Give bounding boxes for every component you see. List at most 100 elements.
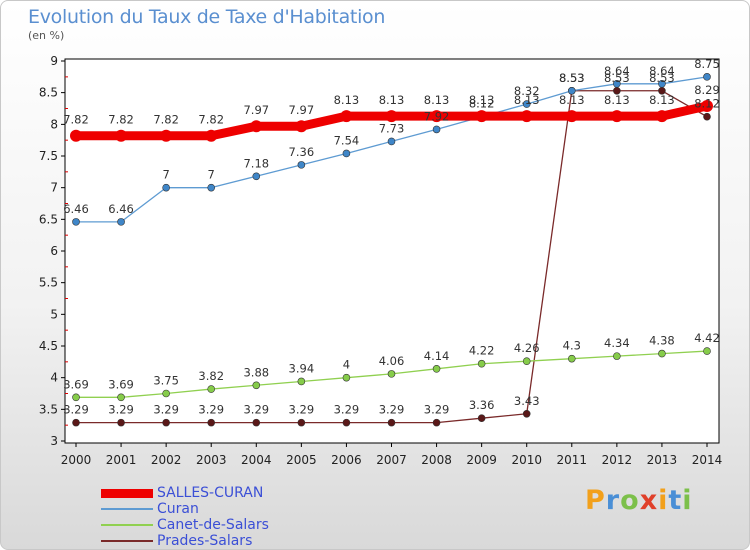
data-point — [297, 161, 306, 169]
data-point — [567, 86, 576, 95]
data-point — [72, 218, 80, 226]
data-label: 8.13 — [424, 93, 450, 107]
brand-logo: Proxiti — [585, 485, 693, 516]
data-label: 7.82 — [63, 113, 89, 127]
data-label: 6.46 — [63, 202, 89, 216]
data-point — [703, 112, 711, 121]
data-point — [162, 389, 170, 398]
x-tick-label: 2000 — [61, 453, 92, 467]
data-point — [70, 129, 82, 142]
y-tick-label: 7.5 — [39, 149, 58, 163]
data-label: 3.88 — [243, 365, 269, 379]
data-label: 3.29 — [63, 403, 89, 417]
x-tick-label: 2004 — [241, 453, 272, 467]
data-label: 7.36 — [289, 145, 315, 159]
data-point — [703, 73, 711, 81]
data-label: 7.54 — [334, 133, 360, 147]
data-label: 8.13 — [649, 93, 675, 107]
y-tick-label: 7 — [50, 181, 58, 195]
logo-letter: i — [682, 485, 693, 516]
data-label: 7.73 — [379, 121, 405, 135]
data-label: 8.53 — [649, 71, 675, 85]
data-point — [72, 393, 80, 402]
legend-swatch — [101, 540, 153, 542]
data-point — [432, 364, 441, 373]
legend-swatch — [101, 508, 153, 510]
data-label: 3.29 — [334, 403, 360, 417]
data-label: 4.42 — [694, 331, 720, 345]
x-tick-label: 2007 — [376, 453, 407, 467]
legend-swatch — [101, 488, 153, 498]
data-label: 8.53 — [604, 71, 630, 85]
data-label: 4 — [343, 358, 350, 372]
data-label: 3.36 — [469, 398, 495, 412]
data-point — [72, 418, 80, 427]
data-label: 3.94 — [289, 361, 315, 375]
data-point — [252, 172, 261, 181]
data-label: 3.69 — [63, 377, 89, 391]
chart-title: Evolution du Taux de Taxe d'Habitation — [28, 6, 386, 28]
data-point — [432, 418, 441, 427]
x-tick-label: 2014 — [692, 453, 723, 467]
x-tick-label: 2009 — [466, 453, 497, 467]
legend-label: Canet-de-Salars — [157, 517, 269, 533]
plot-area — [64, 58, 720, 444]
data-label: 8.32 — [514, 84, 540, 98]
data-point — [342, 149, 351, 158]
data-point — [385, 110, 398, 123]
x-tick-label: 2005 — [286, 453, 317, 467]
data-point — [567, 354, 576, 363]
data-label: 4.38 — [649, 334, 675, 348]
data-label: 6.46 — [108, 202, 134, 216]
x-tick-label: 2006 — [331, 453, 362, 467]
data-point — [117, 418, 125, 427]
data-point — [613, 352, 621, 360]
y-tick-label: 3 — [50, 434, 58, 448]
y-tick-label: 4 — [50, 371, 58, 385]
data-label: 8.13 — [559, 93, 585, 107]
y-tick-label: 4.5 — [39, 339, 58, 353]
x-tick-label: 2002 — [151, 453, 182, 467]
data-point — [522, 409, 531, 418]
data-label: 8.53 — [559, 71, 585, 85]
data-label: 4.14 — [424, 349, 450, 363]
x-tick-label: 2003 — [196, 453, 227, 467]
data-label: 8.75 — [694, 57, 720, 71]
data-label: 3.29 — [243, 403, 269, 417]
data-label: 3.29 — [424, 403, 450, 417]
data-label: 3.75 — [153, 374, 179, 388]
data-point — [703, 347, 711, 355]
data-label: 3.69 — [108, 377, 134, 391]
logo-letter: P — [585, 485, 606, 516]
data-point — [342, 418, 351, 427]
data-point — [205, 129, 218, 142]
data-label: 7.92 — [424, 109, 450, 123]
data-label: 8.53 — [559, 71, 585, 85]
data-point — [432, 125, 441, 134]
legend-swatch — [101, 524, 153, 526]
data-label: 4.22 — [469, 344, 495, 358]
logo-letter: x — [639, 485, 659, 516]
data-point — [477, 359, 486, 368]
data-point — [252, 418, 261, 427]
x-tick-label: 2013 — [647, 453, 678, 467]
data-label: 7.97 — [289, 103, 315, 117]
x-tick-label: 2001 — [106, 453, 137, 467]
y-tick-label: 5.5 — [39, 276, 58, 290]
data-point — [565, 110, 578, 123]
data-point — [430, 110, 443, 123]
data-label: 7.82 — [108, 113, 134, 127]
data-point — [162, 183, 170, 192]
data-label: 3.29 — [379, 403, 405, 417]
data-label: 3.82 — [198, 369, 224, 383]
logo-letter: o — [620, 485, 640, 516]
data-point — [207, 418, 216, 427]
data-label: 4.3 — [563, 339, 581, 353]
data-label: 8.64 — [649, 64, 675, 78]
y-tick-label: 6.5 — [39, 212, 58, 226]
data-label: 7.97 — [243, 103, 269, 117]
data-label: 7.18 — [243, 156, 269, 170]
y-tick-label: 9 — [50, 54, 58, 68]
data-label: 8.13 — [604, 93, 630, 107]
